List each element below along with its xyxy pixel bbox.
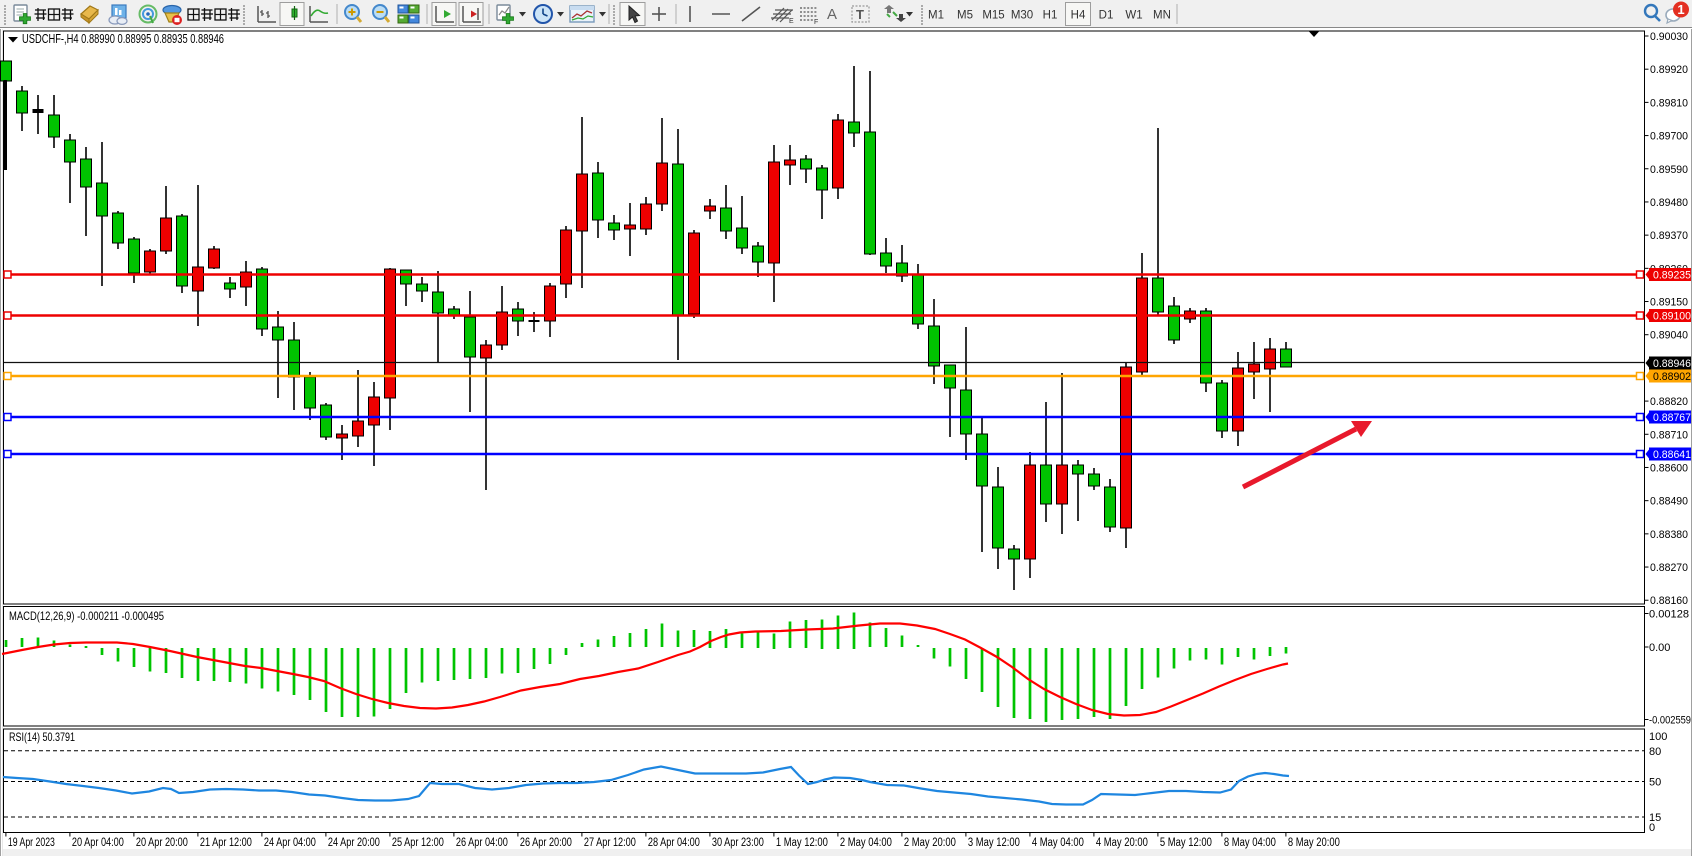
svg-text:A: A	[827, 6, 837, 23]
svg-text:0.89700: 0.89700	[1650, 131, 1688, 143]
svg-text:0.89480: 0.89480	[1650, 197, 1688, 209]
svg-text:T: T	[856, 7, 864, 22]
svg-text:F: F	[814, 19, 818, 26]
svg-text:0.89235: 0.89235	[1653, 270, 1691, 282]
svg-text:0.88710: 0.88710	[1650, 429, 1688, 441]
svg-text:0: 0	[1649, 822, 1655, 834]
svg-text:-0.002559: -0.002559	[1649, 715, 1691, 727]
svg-text:50: 50	[1649, 777, 1661, 789]
svg-text:0.89810: 0.89810	[1650, 97, 1688, 109]
svg-text:21 Apr 12:00: 21 Apr 12:00	[200, 837, 252, 849]
svg-text:M15: M15	[982, 10, 1004, 22]
svg-text:MACD(12,26,9) -0.000211 -0.000: MACD(12,26,9) -0.000211 -0.000495	[9, 609, 164, 623]
svg-text:0.88820: 0.88820	[1650, 396, 1688, 408]
svg-text:8 May 20:00: 8 May 20:00	[1288, 837, 1340, 849]
svg-text:80: 80	[1649, 746, 1661, 758]
svg-text:H4: H4	[1071, 10, 1086, 22]
svg-text:E: E	[789, 18, 794, 25]
svg-text:24 Apr 04:00: 24 Apr 04:00	[264, 837, 316, 849]
svg-text:30 Apr 23:00: 30 Apr 23:00	[712, 837, 764, 849]
svg-text:2 May 04:00: 2 May 04:00	[840, 837, 892, 849]
svg-text:0.00128: 0.00128	[1649, 609, 1689, 621]
svg-text:1 May 12:00: 1 May 12:00	[776, 837, 828, 849]
svg-text:M1: M1	[928, 10, 944, 22]
svg-text:0.88902: 0.88902	[1653, 371, 1691, 383]
svg-text:20 Apr 20:00: 20 Apr 20:00	[136, 837, 188, 849]
svg-text:3 May 12:00: 3 May 12:00	[968, 837, 1020, 849]
svg-text:26 Apr 20:00: 26 Apr 20:00	[520, 837, 572, 849]
svg-text:0.00: 0.00	[1649, 642, 1670, 654]
svg-text:MN: MN	[1153, 10, 1171, 22]
svg-text:19 Apr 2023: 19 Apr 2023	[8, 837, 55, 849]
svg-text:5 May 12:00: 5 May 12:00	[1160, 837, 1212, 849]
svg-text:4 May 04:00: 4 May 04:00	[1032, 837, 1084, 849]
svg-text:15: 15	[1649, 812, 1661, 824]
svg-text:25 Apr 12:00: 25 Apr 12:00	[392, 837, 444, 849]
svg-text:D1: D1	[1099, 10, 1114, 22]
svg-text:0.88600: 0.88600	[1650, 462, 1688, 474]
svg-text:28 Apr 04:00: 28 Apr 04:00	[648, 837, 700, 849]
svg-text:0.88490: 0.88490	[1650, 496, 1688, 508]
svg-text:0.89040: 0.89040	[1650, 330, 1688, 342]
svg-text:100: 100	[1649, 731, 1667, 743]
svg-text:0.90030: 0.90030	[1650, 31, 1688, 43]
svg-text:H1: H1	[1043, 10, 1058, 22]
svg-text:4 May 20:00: 4 May 20:00	[1096, 837, 1148, 849]
svg-text:0.88160: 0.88160	[1650, 595, 1688, 607]
svg-text:0.88767: 0.88767	[1653, 412, 1691, 424]
svg-text:0.89150: 0.89150	[1650, 297, 1688, 309]
svg-text:0.89100: 0.89100	[1653, 311, 1691, 323]
svg-text:1: 1	[1677, 2, 1684, 17]
svg-text:0.89590: 0.89590	[1650, 164, 1688, 176]
svg-text:0.88946: 0.88946	[1653, 358, 1691, 370]
svg-text:RSI(14) 50.3791: RSI(14) 50.3791	[9, 730, 75, 744]
svg-text:0.88270: 0.88270	[1650, 562, 1688, 574]
svg-text:0.89370: 0.89370	[1650, 230, 1688, 242]
svg-text:27 Apr 12:00: 27 Apr 12:00	[584, 837, 636, 849]
svg-text:26 Apr 04:00: 26 Apr 04:00	[456, 837, 508, 849]
svg-text:0.88380: 0.88380	[1650, 529, 1688, 541]
svg-text:0.88641: 0.88641	[1653, 449, 1691, 461]
svg-text:M30: M30	[1011, 10, 1033, 22]
svg-text:0.89920: 0.89920	[1650, 64, 1688, 76]
svg-text:M5: M5	[957, 10, 973, 22]
svg-text:20 Apr 04:00: 20 Apr 04:00	[72, 837, 124, 849]
svg-text:W1: W1	[1125, 10, 1142, 22]
svg-text:24 Apr 20:00: 24 Apr 20:00	[328, 837, 380, 849]
svg-text:8 May 04:00: 8 May 04:00	[1224, 837, 1276, 849]
svg-text:2 May 20:00: 2 May 20:00	[904, 837, 956, 849]
svg-text:USDCHF-,H4 0.88990 0.88995 0.: USDCHF-,H4 0.88990 0.88995 0.88935 0.889…	[22, 32, 224, 46]
